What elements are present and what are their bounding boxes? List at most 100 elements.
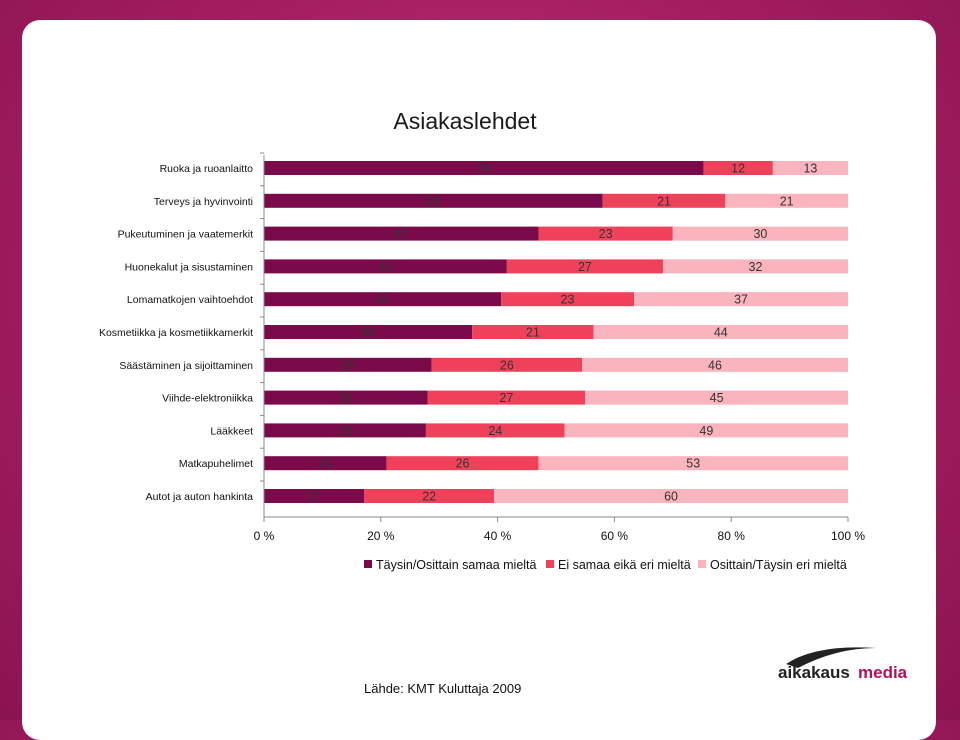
x-tick-label: 20 % (367, 529, 395, 543)
data-label: 26 (500, 358, 514, 372)
data-label: 21 (657, 194, 671, 208)
data-label: 76 (477, 162, 491, 176)
category-label: Huonekalut ja sisustaminen (125, 261, 254, 273)
category-label: Säästäminen ja sijoittaminen (119, 360, 253, 372)
category-label: Matkapuhelimet (179, 458, 253, 470)
legend-swatch (698, 560, 706, 568)
data-label: 27 (499, 391, 513, 405)
bar-segment (585, 390, 848, 405)
bar-segment (431, 357, 583, 372)
data-label: 30 (753, 227, 767, 241)
data-label: 28 (338, 424, 352, 438)
bar-segment (264, 325, 473, 339)
data-label: 49 (699, 424, 713, 438)
bar-segment (264, 489, 365, 503)
category-label: Autot ja auton hankinta (146, 491, 254, 503)
data-label: 41 (376, 293, 390, 307)
data-label: 21 (780, 194, 794, 208)
bar-segment (703, 161, 773, 175)
x-tick-label: 40 % (484, 529, 512, 543)
legend-swatch (546, 560, 554, 568)
data-label: 26 (456, 457, 470, 471)
bars-layer: 76 12 13 58 21 21 47 23 30 42 27 32 41 23 37 36 21 44 29 26… (264, 161, 848, 504)
logo-swoosh-icon (786, 647, 876, 668)
legend-swatch (364, 560, 372, 568)
category-label: Lääkkeet (210, 425, 253, 437)
bar-segment (501, 292, 635, 307)
bar-segment (725, 193, 848, 208)
chart-card (22, 20, 936, 740)
bar-segment (672, 226, 848, 241)
bar-segment (425, 423, 565, 438)
stacked-bar-chart: 76 12 13 58 21 21 47 23 30 42 27 32 41 23 37 36 21 44 29 26… (99, 152, 865, 572)
source-note: Lähde: KMT Kuluttaja 2009 (364, 681, 522, 696)
bar-segment (662, 259, 848, 274)
category-label: Ruoka ja ruoanlaitto (160, 163, 254, 175)
bar-segment (264, 456, 387, 471)
aikakausmedia-logo: aikakaus media (778, 647, 908, 682)
data-label: 24 (488, 424, 502, 438)
bar-segment (364, 489, 495, 503)
bar-segment (634, 292, 848, 307)
data-label: 44 (714, 326, 728, 340)
bar-segment (538, 226, 673, 241)
bar-segment (264, 161, 704, 175)
logo-text-aika: aikakaus (778, 663, 850, 682)
legend-label: Osittain/Täysin eri mieltä (710, 558, 847, 572)
x-axis: 0 % 20 % 40 % 60 % 80 % 100 % (254, 152, 865, 543)
data-label: 46 (708, 358, 722, 372)
category-label: Terveys ja hyvinvointi (154, 196, 253, 208)
bar-segment (264, 259, 507, 274)
bar-segment (264, 390, 428, 405)
legend-label: Täysin/Osittain samaa mieltä (376, 558, 537, 572)
data-label: 36 (361, 326, 375, 340)
data-label: 22 (422, 490, 436, 504)
data-label: 45 (710, 391, 724, 405)
bar-segment (582, 357, 848, 372)
data-label: 42 (378, 260, 392, 274)
data-label: 23 (561, 293, 575, 307)
data-label: 37 (734, 293, 748, 307)
data-label: 29 (341, 358, 355, 372)
data-label: 23 (599, 227, 613, 241)
data-label: 21 (318, 457, 332, 471)
bar-segment (264, 292, 502, 307)
bar-segment (264, 193, 603, 208)
bar-segment (264, 357, 432, 372)
data-label: 17 (307, 490, 321, 504)
bar-segment (538, 456, 848, 471)
bar-segment (264, 423, 426, 438)
bar-segment (564, 423, 848, 438)
data-label: 13 (803, 162, 817, 176)
data-label: 21 (526, 326, 540, 340)
data-label: 32 (749, 260, 763, 274)
bar-segment (386, 456, 539, 471)
x-tick-label: 60 % (601, 529, 629, 543)
data-label: 12 (731, 162, 745, 176)
category-label: Pukeutuminen ja vaatemerkit (118, 229, 253, 241)
category-label: Kosmetiikka ja kosmetiikkamerkit (99, 327, 253, 339)
data-label: 58 (426, 194, 440, 208)
data-label: 47 (394, 227, 408, 241)
data-label: 27 (578, 260, 592, 274)
category-labels: Ruoka ja ruoanlaitto Terveys ja hyvinvoin… (99, 163, 253, 503)
bar-segment (506, 259, 663, 274)
data-label: 60 (664, 490, 678, 504)
legend-label: Ei samaa eikä eri mieltä (558, 558, 691, 572)
bar-segment (427, 390, 586, 405)
legend: Täysin/Osittain samaa mieltä Ei samaa eik… (364, 558, 847, 572)
logo-text-media: media (858, 663, 908, 682)
x-tick-label: 80 % (718, 529, 746, 543)
x-tick-label: 0 % (254, 529, 275, 543)
category-label: Viihde-elektroniikka (162, 393, 253, 405)
bar-segment (494, 489, 848, 503)
category-label: Lomamatkojen vaihtoehdot (127, 294, 253, 306)
bar-segment (593, 325, 848, 339)
bar-segment (772, 161, 848, 175)
chart-title: Asiakaslehdet (393, 108, 537, 134)
data-label: 28 (339, 391, 353, 405)
bar-segment (472, 325, 594, 339)
x-tick-label: 100 % (831, 529, 865, 543)
bar-segment (602, 193, 726, 208)
data-label: 53 (686, 457, 700, 471)
